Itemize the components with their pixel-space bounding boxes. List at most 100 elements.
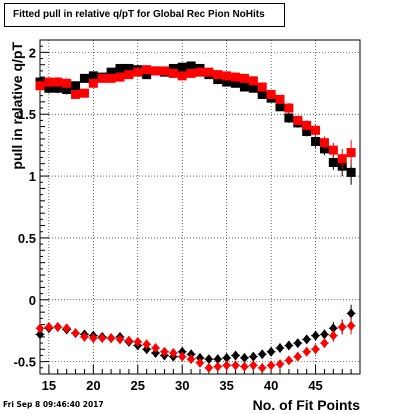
chart-title: Fitted pull in relative q/pT for Global … (4, 3, 285, 27)
data-point-square (231, 78, 241, 88)
y-tick-label: 2 (29, 45, 36, 60)
data-point-square (257, 82, 267, 92)
data-point-square (186, 68, 196, 78)
data-point-square (115, 63, 125, 73)
data-point-square (79, 73, 89, 83)
data-point-square (71, 89, 81, 99)
data-point-square (62, 84, 72, 94)
data-point-diamond (187, 354, 196, 365)
data-point-diamond (213, 354, 222, 365)
data-point-diamond (151, 343, 160, 354)
y-tick-label: 0 (29, 293, 36, 308)
data-point-square (311, 136, 321, 146)
data-point-square (346, 148, 356, 158)
data-point-square (71, 81, 81, 91)
data-point-square (124, 70, 134, 80)
data-point-square (222, 71, 232, 81)
data-point-square (204, 67, 214, 77)
y-axis-label: pull in relative q/pT (9, 42, 25, 170)
data-point-square (266, 89, 276, 99)
data-point-square (275, 102, 285, 112)
data-point-diamond (284, 355, 293, 366)
data-point-diamond (311, 330, 320, 341)
data-point-diamond (267, 360, 276, 371)
timestamp: Fri Sep 8 09:46:40 2017 (3, 400, 104, 409)
data-point-diamond (231, 350, 240, 361)
data-point-square (302, 127, 312, 137)
data-point-square (346, 167, 356, 177)
data-point-diamond (293, 351, 302, 362)
data-point-square (159, 66, 169, 76)
x-tick-label: 40 (264, 378, 278, 393)
data-point-diamond (80, 331, 89, 342)
data-point-diamond (267, 346, 276, 357)
data-point-diamond (347, 308, 356, 319)
data-point-square (195, 67, 205, 77)
data-point-square (133, 67, 143, 77)
data-point-square (275, 94, 285, 104)
data-point-square (222, 77, 232, 87)
data-point-square (168, 68, 178, 78)
data-point-diamond (44, 321, 53, 332)
data-point-square (88, 71, 98, 81)
data-point-diamond (320, 338, 329, 349)
data-point-diamond (36, 329, 44, 340)
data-point-diamond (178, 351, 187, 362)
data-point-diamond (284, 340, 293, 351)
data-point-square (177, 62, 187, 72)
data-point-diamond (116, 334, 124, 345)
data-point-diamond (98, 333, 107, 344)
data-point-diamond (276, 343, 284, 354)
data-point-square (328, 145, 338, 155)
data-point-square (151, 66, 161, 76)
data-point-diamond (338, 321, 347, 332)
data-point-diamond (329, 330, 338, 341)
data-point-square (79, 88, 89, 98)
y-tick-label: 0.5 (18, 231, 36, 246)
data-point-square (106, 73, 116, 83)
data-point-square (44, 83, 54, 93)
data-point-diamond (53, 321, 62, 332)
data-point-square (311, 125, 321, 135)
data-point-square (106, 67, 116, 77)
data-point-square (97, 73, 107, 83)
data-point-diamond (329, 323, 338, 334)
data-point-diamond (302, 334, 311, 345)
y-tick-label: -0.5 (14, 355, 36, 370)
data-point-square (231, 72, 241, 82)
data-point-diamond (124, 335, 133, 346)
data-point-square (35, 81, 45, 91)
data-point-square (213, 75, 223, 85)
data-point-square (88, 78, 98, 88)
data-point-square (213, 70, 223, 80)
data-point-square (239, 73, 249, 83)
data-point-square (284, 113, 294, 123)
x-tick-label: 45 (308, 378, 322, 393)
data-point-square (302, 120, 312, 130)
x-tick-label: 25 (131, 378, 145, 393)
data-point-diamond (240, 361, 249, 372)
data-point-square (284, 103, 294, 113)
data-point-square (239, 82, 249, 92)
data-point-diamond (258, 349, 267, 360)
data-point-square (293, 115, 303, 125)
data-point-diamond (249, 360, 258, 371)
data-point-square (186, 61, 196, 71)
data-point-square (115, 72, 125, 82)
x-axis-label: No. of Fit Points (253, 397, 361, 413)
data-point-square (248, 83, 258, 93)
data-point-diamond (222, 360, 231, 371)
data-point-diamond (36, 323, 44, 334)
data-point-diamond (302, 346, 311, 357)
data-point-diamond (293, 338, 302, 349)
data-point-square (53, 83, 63, 93)
data-point-square (168, 63, 178, 73)
data-point-square (44, 77, 54, 87)
data-point-diamond (276, 359, 284, 370)
data-point-diamond (320, 329, 329, 340)
data-point-diamond (107, 333, 116, 344)
data-point-diamond (160, 346, 169, 357)
data-point-square (319, 138, 329, 148)
